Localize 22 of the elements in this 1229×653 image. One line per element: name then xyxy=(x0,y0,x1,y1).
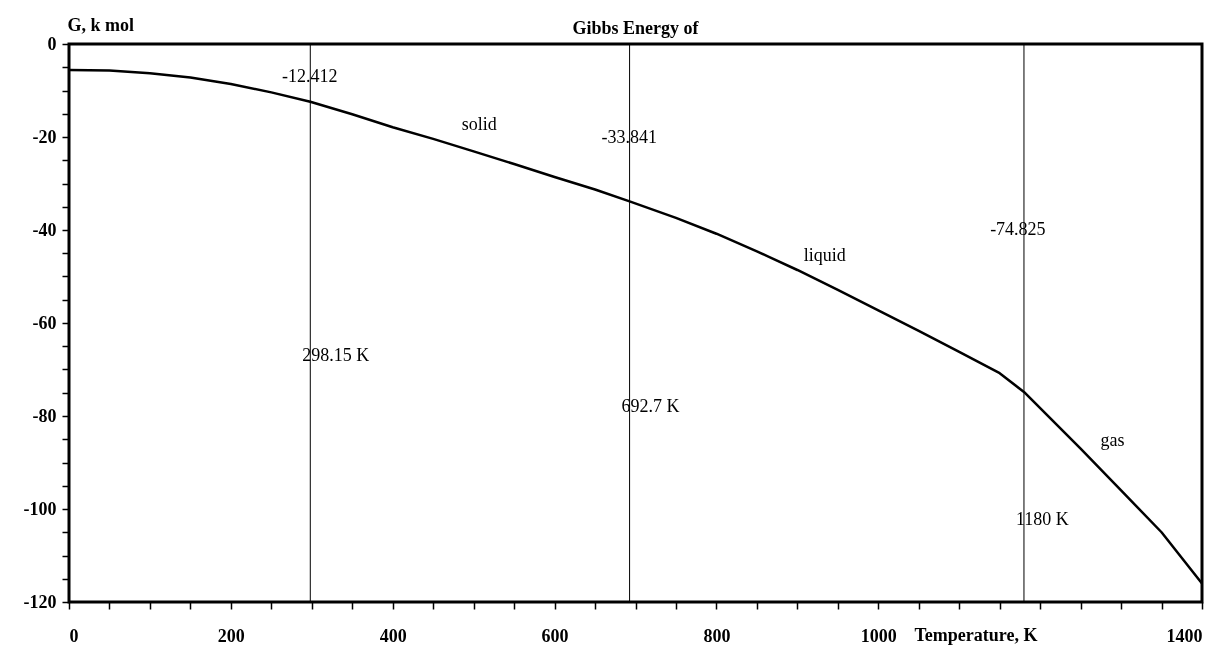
x-axis-title: Temperature, K xyxy=(914,624,1038,645)
annotation: gas xyxy=(1100,429,1125,450)
annotation: liquid xyxy=(803,245,846,266)
ref-line-label: 1180 K xyxy=(1015,508,1069,529)
x-tick-label: 0 xyxy=(69,625,79,646)
x-tick-label: 400 xyxy=(379,625,407,646)
y-tick-label: -120 xyxy=(23,591,57,612)
y-tick-label: -100 xyxy=(23,498,57,519)
x-tick-label: 200 xyxy=(217,625,245,646)
y-tick-label: -60 xyxy=(32,312,57,333)
annotation: -74.825 xyxy=(990,218,1046,239)
x-tick-label: 1400 xyxy=(1166,625,1203,646)
y-tick-label: -20 xyxy=(32,126,57,147)
y-tick-label: -40 xyxy=(32,219,57,240)
x-tick-label: 800 xyxy=(703,625,731,646)
chart-title: Gibbs Energy of xyxy=(572,18,700,38)
x-tick-label: 600 xyxy=(541,625,569,646)
y-tick-label: -80 xyxy=(32,405,57,426)
y-axis-title: G, k mol xyxy=(67,14,135,35)
annotation: solid xyxy=(461,113,497,134)
y-tick-label: 0 xyxy=(47,33,57,54)
x-tick-label: 1000 xyxy=(860,625,897,646)
